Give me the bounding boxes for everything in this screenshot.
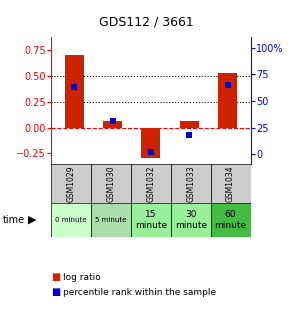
Text: 5 minute: 5 minute: [95, 217, 127, 223]
Text: GSM1032: GSM1032: [146, 165, 155, 202]
Text: GSM1030: GSM1030: [107, 165, 115, 202]
Text: time: time: [3, 215, 25, 225]
Bar: [211, 164, 251, 203]
Text: ■: ■: [51, 287, 61, 297]
Bar: [51, 164, 91, 203]
Bar: [51, 203, 91, 237]
Bar: [131, 164, 171, 203]
Text: GSM1029: GSM1029: [67, 165, 76, 202]
Text: percentile rank within the sample: percentile rank within the sample: [63, 288, 216, 297]
Text: log ratio: log ratio: [63, 273, 101, 282]
Text: GSM1033: GSM1033: [186, 165, 195, 202]
Text: 30
minute: 30 minute: [175, 210, 207, 230]
Bar: [180, 121, 199, 128]
Text: ▶: ▶: [28, 215, 36, 225]
Text: GSM1034: GSM1034: [226, 165, 235, 202]
Bar: [211, 203, 251, 237]
Bar: [218, 73, 237, 128]
Bar: [171, 203, 211, 237]
Text: ■: ■: [51, 272, 61, 282]
Text: 60
minute: 60 minute: [214, 210, 247, 230]
Bar: [65, 55, 84, 128]
Bar: [171, 164, 211, 203]
Text: GDS112 / 3661: GDS112 / 3661: [99, 15, 194, 29]
Bar: [131, 203, 171, 237]
Bar: [103, 121, 122, 128]
Text: 0 minute: 0 minute: [55, 217, 87, 223]
Bar: [91, 203, 131, 237]
Bar: [141, 128, 161, 159]
Bar: [91, 164, 131, 203]
Text: 15
minute: 15 minute: [135, 210, 167, 230]
